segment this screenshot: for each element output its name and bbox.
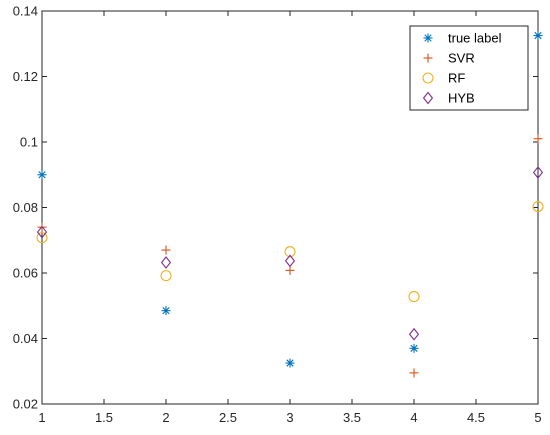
x-tick-label: 4 [410,410,417,425]
data-point [409,368,419,378]
data-point [408,291,420,303]
legend-marker [422,91,434,105]
data-points [36,31,544,378]
legend-entry-label: true label [448,31,502,46]
data-point [285,358,295,368]
y-tick-label: 0.06 [13,266,38,281]
x-tick-label: 2 [162,410,169,425]
data-point [533,134,543,144]
legend-entry-label: RF [448,71,465,86]
y-tick-label: 0.04 [13,331,38,346]
data-point [532,166,544,179]
data-point [533,31,543,41]
legend-entry-label: HYB [448,91,475,106]
legend-entry-label: SVR [448,51,475,66]
data-point [160,256,172,269]
data-point [36,225,48,239]
x-tick-label: 4.5 [467,410,485,425]
axes: 1 1.5 2 2.5 3 3.5 4 4.5 5 0.02 0.04 0.06 0.08 0.1 0.12… [13,4,542,426]
x-tick-label: 3 [286,410,293,425]
data-point [284,254,296,268]
x-tick-label: 3.5 [343,410,361,425]
legend: true label SVR RF HYB [409,25,529,111]
data-point [284,246,296,258]
legend-marker [423,53,433,63]
data-point [161,306,171,316]
y-tick-label: 0.14 [13,4,38,19]
legend-marker [423,33,433,43]
x-tick-label: 5 [534,410,541,425]
y-tick-label: 0.1 [20,135,38,150]
legend-marker [422,72,434,84]
data-point [37,170,47,180]
y-tick-label: 0.08 [13,200,38,215]
data-point [160,270,172,282]
y-tick-label: 0.12 [13,69,38,84]
data-point [532,200,544,213]
data-point [408,327,420,341]
data-point [409,343,419,353]
data-point [36,232,48,244]
data-point [161,245,171,255]
x-tick-label: 1.5 [95,410,113,425]
data-point [285,265,295,275]
x-tick-label: 1 [38,410,45,425]
x-tick-label: 2.5 [219,410,237,425]
y-tick-label: 0.02 [13,397,38,412]
